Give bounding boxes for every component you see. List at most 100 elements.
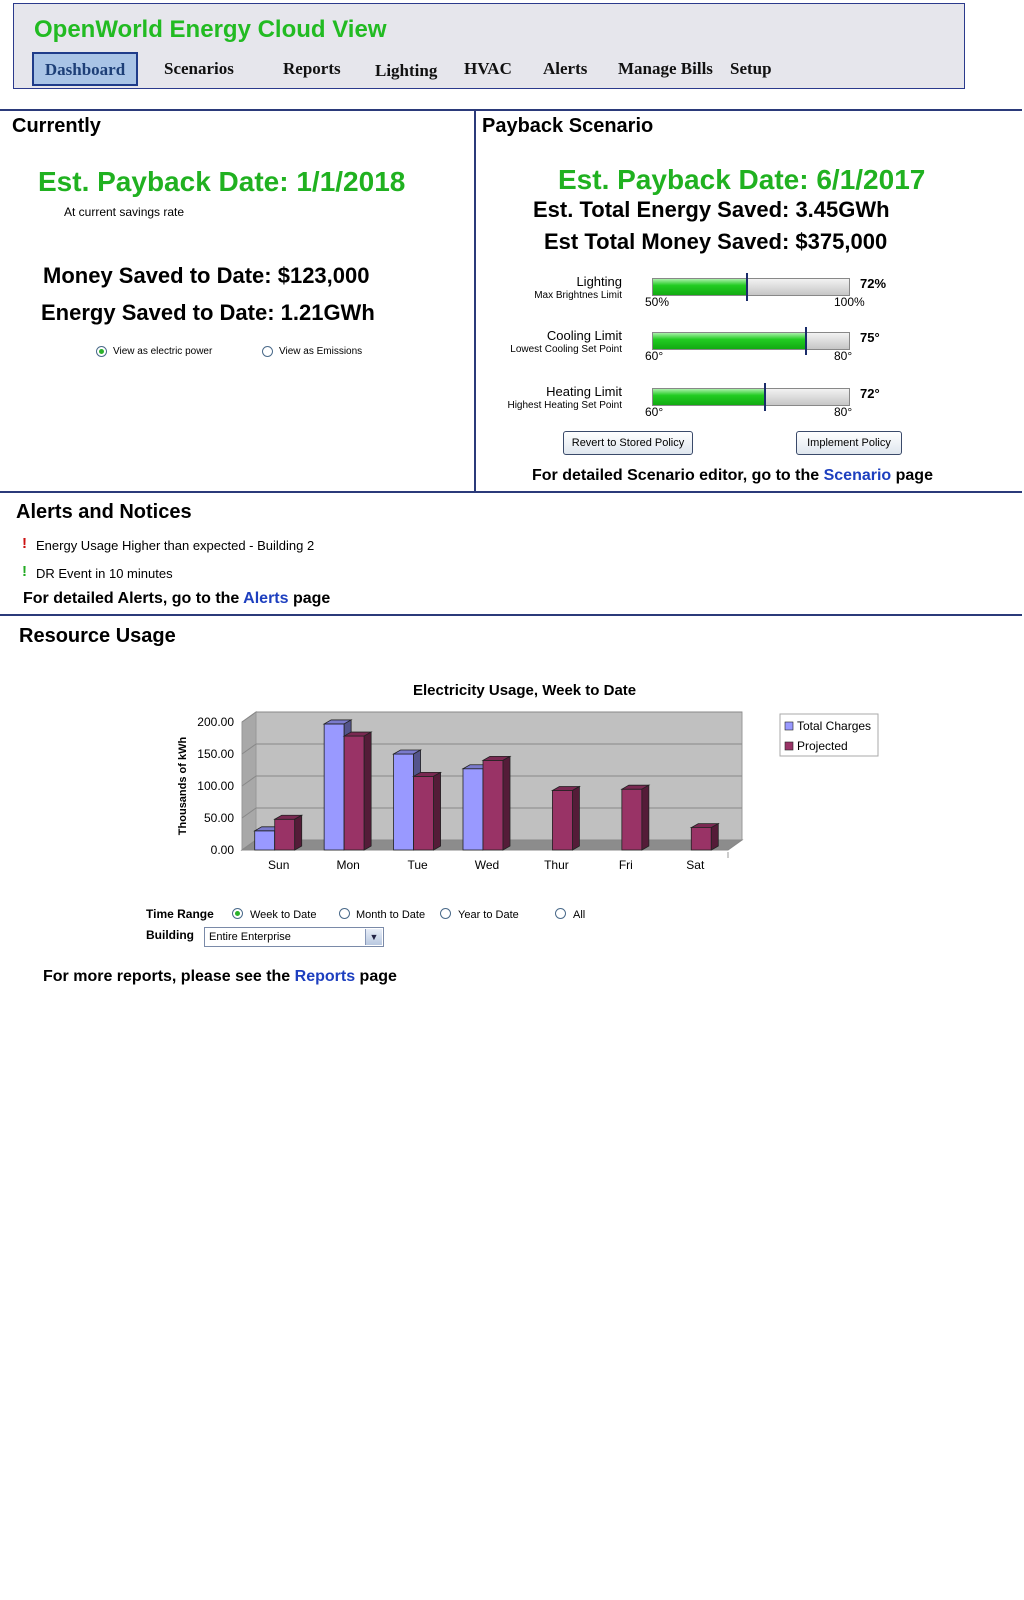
nav-manage-bills[interactable]: Manage Bills [618,59,713,78]
range-all-label: All [573,909,586,921]
gridline [241,743,257,755]
legend-box [779,713,879,757]
slider-max: 80° [834,349,853,363]
slider-track[interactable] [652,388,850,406]
current-payback-date: Est. Payback Date: 1/1/2018 [38,166,406,197]
building-select-value: Entire Enterprise [209,931,291,943]
nav-setup[interactable]: Setup [730,59,772,78]
alert-warning-icon: ! [22,535,27,552]
y-axis-label: Thousands of kWh [177,737,189,836]
range-year-radio[interactable] [440,908,451,919]
view-electric-label: View as electric power [113,346,213,357]
bar [690,827,712,851]
scenario-footer: For detailed Scenario editor, go to the … [532,467,933,485]
slider-handle[interactable] [746,273,749,301]
y-tick-label: 100.00 [197,779,234,793]
nav-alerts[interactable]: Alerts [543,59,588,78]
scenario-footer-suffix: page [891,467,933,484]
scenario-energy-total: Est. Total Energy Saved: 3.45GWh [533,197,890,222]
y-tick-label: 50.00 [204,811,234,825]
scenario-link[interactable]: Scenario [823,467,892,484]
bar-side [363,731,372,851]
slider-value: 75° [860,330,880,345]
scenario-title: Payback Scenario [482,115,654,137]
slider-fill [653,279,748,295]
time-range-label: Time Range [146,907,214,921]
divider [0,109,1022,111]
reports-link[interactable]: Reports [294,968,356,985]
range-all-radio[interactable] [555,908,566,919]
range-week-radio[interactable] [232,908,243,919]
slider-value: 72° [860,386,880,401]
nav-scenarios[interactable]: Scenarios [164,59,234,78]
view-electric-radio[interactable] [96,346,107,357]
slider-label: Heating Limit [546,384,622,399]
electricity-usage-chart: 0.00 50.00 100.00 150.00 200.00 Thousands of … [177,711,879,872]
slider-min: 60° [645,405,664,419]
alert-notice-icon: ! [22,563,27,580]
bar [482,760,504,851]
alerts-title: Alerts and Notices [16,501,192,523]
revert-policy-button[interactable]: Revert to Stored Policy [563,431,693,455]
resource-title: Resource Usage [19,625,176,647]
payback-note: At current savings rate [64,205,185,219]
implement-policy-button[interactable]: Implement Policy [796,431,902,455]
nav-lighting[interactable]: Lighting [375,61,438,80]
bar [343,735,365,851]
bar-side [433,771,441,851]
chevron-down-icon[interactable]: ▼ [365,929,382,945]
divider [474,109,476,492]
slider-handle[interactable] [763,383,766,411]
bar-side [502,755,511,851]
slider-handle[interactable] [805,327,808,355]
alerts-footer-text: For detailed Alerts, go to the [23,590,244,607]
energy-saved: Energy Saved to Date: 1.21GWh [41,300,375,325]
nav-hvac[interactable]: HVAC [464,59,512,78]
slider-max: 80° [834,405,853,419]
view-emissions-radio[interactable] [262,346,273,357]
alerts-link[interactable]: Alerts [243,590,289,607]
bar [393,753,414,851]
bar [413,776,434,851]
slider-track[interactable] [652,332,850,350]
range-week-label: Week to Date [250,909,317,921]
range-month-label: Month to Date [356,909,426,921]
divider [0,491,1022,493]
legend-swatch [784,741,794,751]
slider-fill [653,389,765,405]
bar [621,788,643,851]
bar [552,790,573,851]
range-year-label: Year to Date [458,909,519,921]
legend-swatch [784,721,794,731]
slider-sublabel: Lowest Cooling Set Point [510,344,622,355]
legend-label: Total Charges [797,719,871,733]
bar [254,830,276,851]
y-tick-label: 150.00 [197,747,234,761]
app-header: OpenWorld Energy Cloud View Dashboard Sc… [13,3,965,89]
nav-dashboard[interactable]: Dashboard [32,52,138,86]
x-tick-label: Sat [686,858,705,872]
slider-sublabel: Highest Heating Set Point [507,400,622,411]
y-tick-label: 0.00 [211,843,235,857]
range-month-radio[interactable] [339,908,350,919]
slider-min: 50% [645,295,670,309]
slider-sublabel: Max Brightnes Limit [534,290,622,301]
building-select[interactable]: Entire Enterprise ▼ [204,927,384,947]
alert-item-text[interactable]: DR Event in 10 minutes [36,566,173,581]
legend-label: Projected [797,739,848,753]
alerts-footer: For detailed Alerts, go to the Alerts pa… [23,590,330,608]
chart-title: Electricity Usage, Week to Date [413,682,637,699]
slider-max: 100% [834,295,865,309]
alert-item-text[interactable]: Energy Usage Higher than expected - Buil… [36,538,315,553]
slider-track[interactable] [652,278,850,296]
nav-reports[interactable]: Reports [283,59,341,78]
x-tick-label: Wed [475,858,499,872]
scenario-footer-text: For detailed Scenario editor, go to the [532,467,824,484]
bar-side [710,822,719,851]
money-saved: Money Saved to Date: $123,000 [43,263,370,288]
y-tick-label: 200.00 [197,715,234,729]
reports-footer: For more reports, please see the Reports… [43,968,397,986]
slider-value: 72% [860,276,887,291]
bar-side [641,784,650,851]
bar [323,723,345,851]
